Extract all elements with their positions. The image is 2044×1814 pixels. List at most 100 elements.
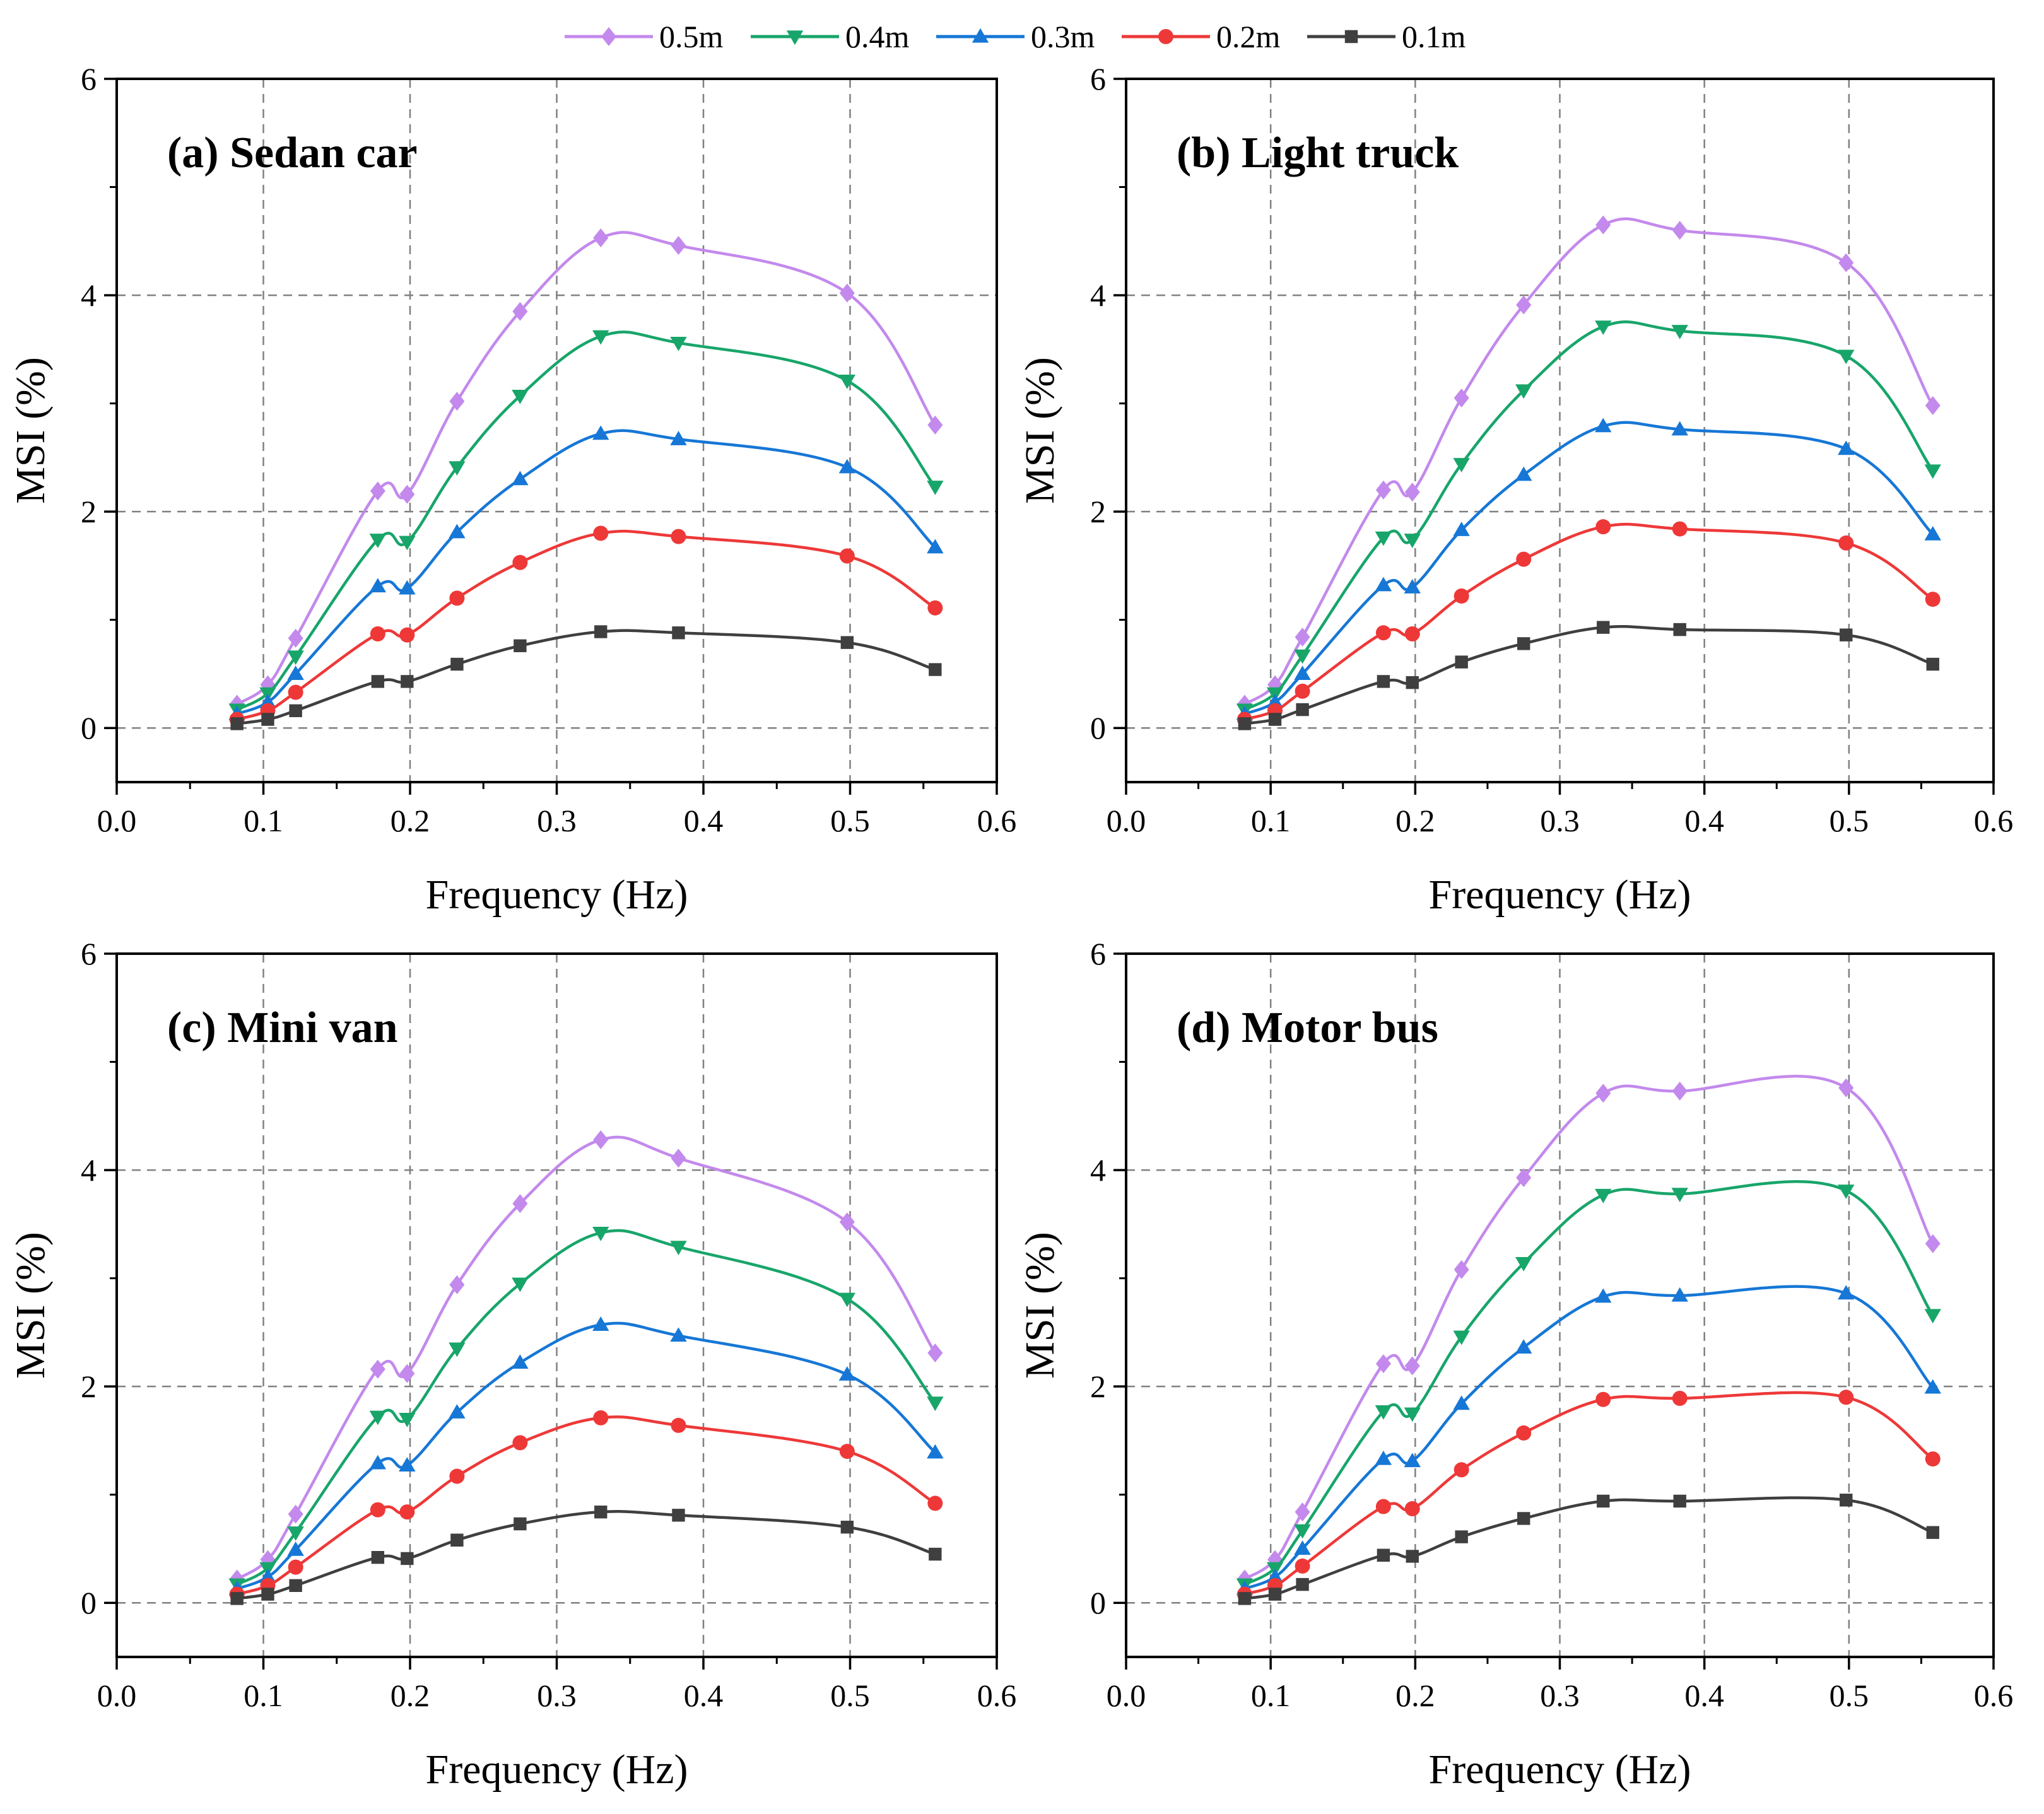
data-point [288,1504,303,1524]
data-point [512,1194,528,1214]
data-point [1404,579,1421,594]
data-point [1925,1451,1941,1467]
series-line [1243,1180,1934,1586]
data-point [1671,325,1688,339]
data-point [399,1504,415,1520]
data-point [592,330,609,345]
data-point [840,1520,854,1534]
data-point [399,484,415,504]
y-axis-title: MSI (%) [1017,1232,1063,1379]
panel-title: (d) Motor bus [1177,1004,1438,1052]
data-point [1924,1379,1941,1394]
y-tick-label: 4 [1090,278,1106,313]
data-point [1516,295,1532,315]
data-point [230,1592,244,1605]
data-point [370,626,385,641]
x-tick-label: 0.3 [1540,803,1580,838]
series-line [1244,1496,1934,1600]
ticks: 0.0 0.1 0.2 0.3 0.4 0.5 0.6 0 2 4 6 [1090,61,2013,838]
data-point [369,534,387,548]
data-point [1238,1592,1252,1605]
data-point [1375,531,1392,546]
x-tick-label: 0.5 [1830,1678,1869,1713]
series-line [1243,217,1934,706]
data-point [1925,592,1941,607]
data-point [593,525,609,541]
data-point [449,392,465,411]
data-point [1924,525,1941,541]
data-point [1454,1260,1469,1279]
data-point [1672,521,1688,537]
data-point [1453,522,1470,536]
data-point [1515,1257,1532,1272]
legend-label: 0.5m [659,19,724,54]
legend-entry: 0.2m [1122,19,1281,54]
data-point [399,535,416,551]
x-tick-label: 0.0 [1107,803,1146,838]
data-point [1838,440,1855,455]
ticks: 0.0 0.1 0.2 0.3 0.4 0.5 0.6 0 2 4 6 [81,936,1016,1713]
data-point [1673,1494,1686,1508]
data-point [838,1366,856,1381]
x-tick-label: 0.1 [1251,1678,1291,1713]
data-point [512,390,529,404]
x-tick-label: 0.4 [1684,803,1724,838]
data-point [671,1149,686,1168]
x-tick-label: 0.0 [1107,1678,1146,1713]
legend-label: 0.3m [1031,19,1095,54]
data-point [1375,1450,1392,1465]
data-point [369,1410,387,1425]
data-point [287,1541,304,1556]
series-line [1244,624,1934,725]
data-point [929,1547,942,1561]
grid [117,954,997,1657]
series-line [236,231,937,706]
data-point [370,481,385,501]
series-line [236,1229,937,1586]
data-point [370,1502,385,1518]
data-point [287,665,304,681]
data-point [512,471,529,486]
data-point [1838,1078,1854,1097]
data-point [672,1509,685,1522]
data-point [399,1457,416,1472]
data-point [1375,625,1391,641]
y-tick-label: 4 [1090,1152,1106,1188]
data-point [261,1588,274,1601]
data-point [1672,221,1688,240]
data-point [369,578,387,593]
data-point [1516,1425,1532,1441]
data-point [838,374,856,389]
series-line [236,1135,937,1581]
chart-panel: 0.0 0.1 0.2 0.3 0.4 0.5 0.6 0 2 4 6 Frequency (Hz) M… [1017,61,2013,918]
data-point [592,1316,609,1331]
x-tick-label: 0.0 [97,1678,137,1713]
panel-title: (b) Light truck [1177,129,1459,177]
x-tick-label: 0.6 [1974,1678,2014,1713]
data-point [1517,1512,1530,1525]
data-point [1595,519,1611,535]
data-point [1404,1407,1421,1422]
legend: 0.5m 0.4m 0.3m 0.2m 0.1m [565,19,1466,54]
legend-marker-triangle-down [786,30,804,45]
data-point [1295,1558,1310,1574]
series-group [1236,215,1941,730]
series-line [1244,1391,1934,1596]
legend-entry: 0.4m [751,19,910,54]
legend-label: 0.4m [845,19,910,54]
grid [1126,954,1994,1657]
data-point [1375,480,1391,500]
chart-panel: 0.0 0.1 0.2 0.3 0.4 0.5 0.6 0 2 4 6 Frequency (Hz) M… [8,936,1016,1793]
data-point [1840,628,1853,641]
data-point [838,459,856,474]
data-point [1595,215,1611,235]
x-tick-label: 0.3 [1540,1678,1580,1713]
x-tick-label: 0.4 [684,803,724,838]
data-point [838,1292,856,1308]
data-point [1454,1462,1469,1478]
data-point [1671,1287,1688,1302]
data-point [1377,1548,1390,1562]
x-tick-label: 0.3 [537,803,577,838]
data-point [288,628,303,648]
